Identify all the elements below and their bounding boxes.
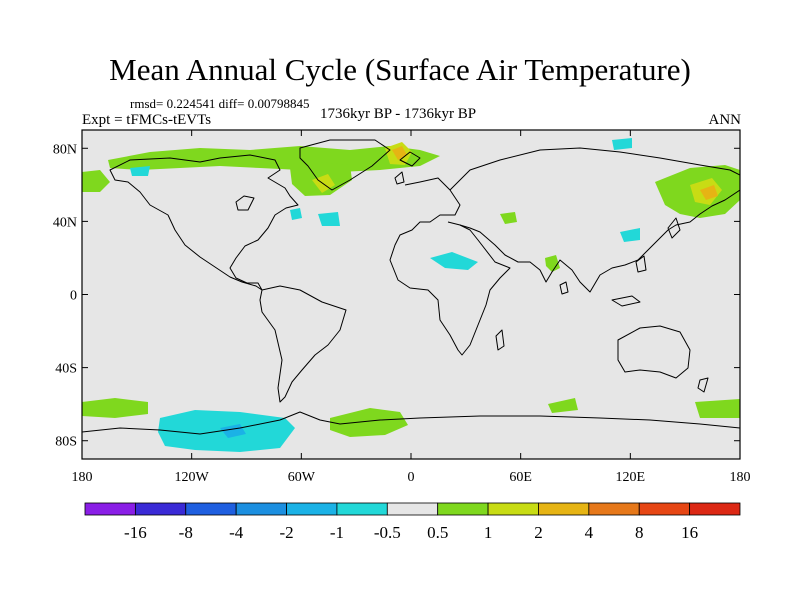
anomaly-patch bbox=[82, 170, 110, 192]
colorbar-swatch bbox=[538, 502, 590, 516]
y-tick-label: 80S bbox=[55, 435, 77, 450]
colorbar-swatch bbox=[437, 502, 489, 516]
season-label: ANN bbox=[708, 112, 742, 128]
x-tick-label: 120W bbox=[175, 470, 210, 485]
coastlines bbox=[82, 139, 740, 435]
anomaly-patch bbox=[548, 398, 578, 413]
colorbar-label: 4 bbox=[585, 523, 594, 542]
map-background bbox=[82, 130, 740, 459]
colorbar-swatch bbox=[185, 502, 237, 516]
colorbar-swatch bbox=[487, 502, 539, 516]
anomaly-shading bbox=[82, 138, 740, 452]
colorbar-label: 1 bbox=[484, 523, 493, 542]
colorbar-label: 8 bbox=[635, 523, 644, 542]
y-tick-label: 0 bbox=[70, 289, 77, 304]
anomaly-patch bbox=[695, 399, 740, 418]
colorbar-swatch bbox=[386, 502, 439, 516]
anomaly-patch bbox=[130, 166, 150, 176]
colorbar-swatch bbox=[336, 502, 388, 516]
anomaly-patch bbox=[108, 146, 440, 172]
anomaly-patch bbox=[612, 138, 632, 150]
anomaly-patch bbox=[82, 398, 148, 418]
colorbar-label: -1 bbox=[330, 523, 344, 542]
anomaly-patch bbox=[330, 408, 408, 437]
colorbar-swatch bbox=[134, 502, 187, 516]
y-tick-label: 80N bbox=[53, 142, 77, 157]
anomaly-patch bbox=[700, 185, 718, 200]
x-tick-label: 180 bbox=[72, 470, 93, 485]
y-tick-label: 40N bbox=[53, 215, 77, 230]
anomaly-patch bbox=[290, 208, 302, 220]
colorbar-label: -8 bbox=[179, 523, 193, 542]
colorbar-swatch bbox=[588, 502, 640, 516]
x-tick-label: 60E bbox=[509, 470, 532, 485]
colorbar-label: -16 bbox=[124, 523, 147, 542]
x-tick-label: 0 bbox=[408, 470, 415, 485]
colorbar-label: -0.5 bbox=[374, 523, 401, 542]
colorbar-swatch bbox=[235, 502, 287, 516]
x-tick-label: 180 bbox=[730, 470, 751, 485]
colorbar-label: 2 bbox=[534, 523, 543, 542]
anomaly-patch bbox=[500, 212, 517, 224]
colorbar-label: 16 bbox=[681, 523, 698, 542]
anomaly-patch bbox=[318, 212, 340, 226]
y-tick-label: 40S bbox=[55, 362, 77, 377]
colorbar-swatch bbox=[689, 502, 741, 516]
period-label: 1736kyr BP - 1736kyr BP bbox=[320, 106, 477, 122]
stats-label: rmsd= 0.224541 diff= 0.00798845 bbox=[130, 96, 310, 111]
x-tick-label: 60W bbox=[288, 470, 316, 485]
anomaly-patch bbox=[545, 255, 560, 272]
colorbar-label: 0.5 bbox=[427, 523, 448, 542]
colorbar-swatch bbox=[638, 502, 691, 516]
anomaly-patch bbox=[430, 252, 478, 270]
anomaly-patch bbox=[392, 146, 407, 160]
colorbar-swatch bbox=[286, 502, 338, 516]
plot-title: Mean Annual Cycle (Surface Air Temperatu… bbox=[109, 52, 691, 87]
experiment-label: Expt = tFMCs-tEVTs bbox=[82, 112, 212, 128]
x-axis: 180 120W 60W 0 60E 120E 180 bbox=[72, 130, 751, 485]
colorbar: -16 -8 -4 -2 -1 -0.5 0.5 1 2 4 8 16 bbox=[84, 502, 741, 542]
colorbar-swatch bbox=[84, 502, 136, 516]
colorbar-label: -4 bbox=[229, 523, 244, 542]
y-axis: 80N 40N 0 40S 80S bbox=[53, 142, 740, 450]
anomaly-patch bbox=[220, 424, 246, 438]
x-tick-label: 120E bbox=[616, 470, 646, 485]
anomaly-patch bbox=[620, 228, 640, 242]
colorbar-label: -2 bbox=[279, 523, 293, 542]
